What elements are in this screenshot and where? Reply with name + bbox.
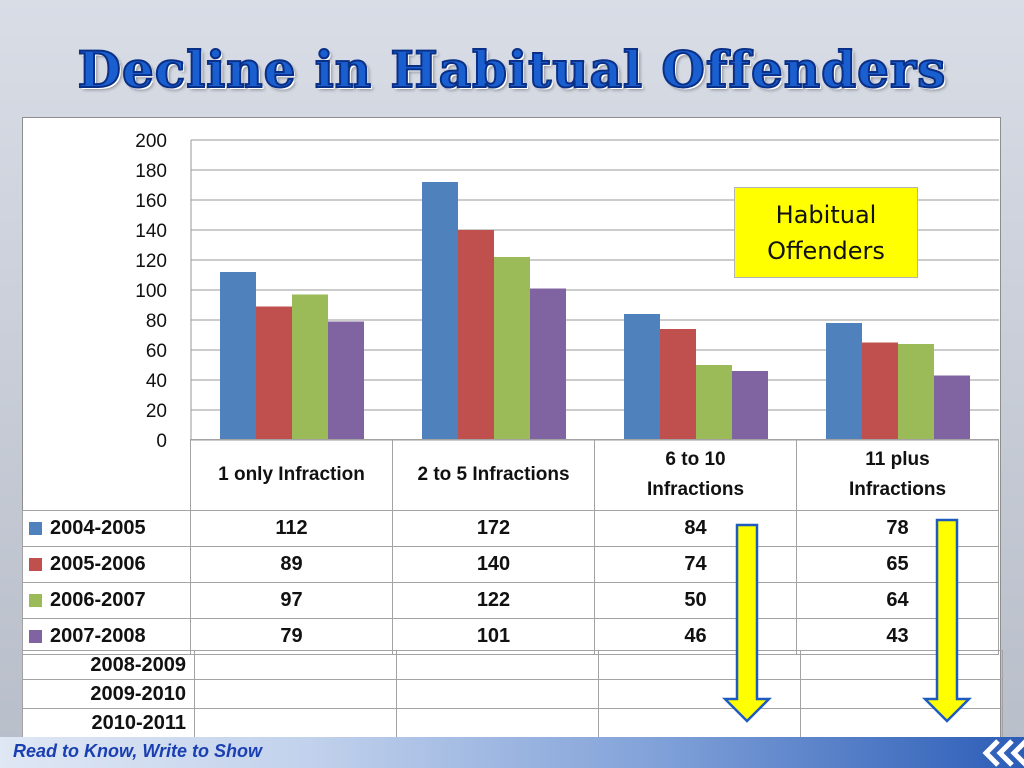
legend-swatch (29, 630, 42, 643)
y-tick-label: 120 (135, 251, 167, 272)
y-tick-label: 160 (135, 191, 167, 212)
y-tick-label: 40 (146, 371, 167, 392)
year-label: 2009-2010 (22, 679, 195, 709)
y-tick-label: 100 (135, 281, 167, 302)
table-row: 2009-2010 (22, 679, 1003, 709)
table-row: 2005-2006 89 140 74 65 (22, 546, 999, 583)
bar (624, 314, 660, 440)
y-tick-label: 80 (146, 311, 167, 332)
table-cell-value: 43 (796, 618, 999, 655)
habitual-offenders-callout: Habitual Offenders (734, 187, 918, 278)
footer-text: Read to Know, Write to Show (13, 741, 262, 761)
table-header-row: 1 only Infraction 2 to 5 Infractions 6 to … (22, 439, 999, 511)
legend-swatch (29, 594, 42, 607)
bar (826, 323, 862, 440)
table-cell-value: 74 (594, 546, 797, 583)
series-name: 2005-2006 (50, 553, 146, 575)
down-arrow-icon (722, 523, 772, 723)
legend-swatch (29, 558, 42, 571)
table-cell-value: 172 (392, 510, 595, 547)
empty-cell (194, 708, 397, 738)
bar (660, 329, 696, 440)
down-arrow-icon (922, 518, 972, 723)
empty-cell (194, 679, 397, 709)
future-years-table: 2008-2009 2009-2010 2010-2011 (22, 650, 1003, 738)
empty-cell (194, 650, 397, 680)
table-cell-value: 140 (392, 546, 595, 583)
footer-bar (0, 737, 1024, 768)
x-category-label: 1 only Infraction (190, 439, 393, 511)
legend-entry: 2005-2006 (22, 546, 191, 583)
table-corner (22, 439, 191, 511)
table-cell-value: 122 (392, 582, 595, 619)
bar (328, 321, 364, 440)
y-tick-label: 60 (146, 341, 167, 362)
table-row: 2010-2011 (22, 708, 1003, 738)
callout-line-1: Habitual (775, 200, 877, 229)
chevron-left-icon[interactable] (968, 738, 1024, 768)
x-category-label: 2 to 5 Infractions (392, 439, 595, 511)
y-tick-label: 20 (146, 401, 167, 422)
bar (256, 306, 292, 440)
x-category-label: 6 to 10 Infractions (594, 439, 797, 511)
table-cell-value: 112 (190, 510, 393, 547)
series-name: 2004-2005 (50, 517, 146, 539)
y-tick-label: 180 (135, 161, 167, 182)
empty-cell (598, 650, 801, 680)
legend-swatch (29, 522, 42, 535)
table-cell-value: 89 (190, 546, 393, 583)
table-row: 2004-2005 112 172 84 78 (22, 510, 999, 547)
legend-entry: 2006-2007 (22, 582, 191, 619)
legend-entry: 2007-2008 (22, 618, 191, 655)
bar (292, 294, 328, 440)
year-label: 2010-2011 (22, 708, 195, 738)
empty-cell (800, 708, 1003, 738)
bar (696, 365, 732, 440)
callout-line-2: Offenders (767, 236, 885, 265)
bar (862, 342, 898, 440)
y-tick-label: 140 (135, 221, 167, 242)
empty-cell (396, 650, 599, 680)
table-row: 2006-2007 97 122 50 64 (22, 582, 999, 619)
bar (530, 288, 566, 440)
bar (898, 344, 934, 440)
bar (458, 230, 494, 440)
bar (422, 182, 458, 440)
legend-entry: 2004-2005 (22, 510, 191, 547)
year-label: 2008-2009 (22, 650, 195, 680)
empty-cell (800, 679, 1003, 709)
series-name: 2007-2008 (50, 625, 146, 647)
series-name: 2006-2007 (50, 589, 146, 611)
bar (220, 272, 256, 440)
bar (494, 257, 530, 440)
chart-data-table: 1 only Infraction 2 to 5 Infractions 6 to … (22, 439, 999, 655)
empty-cell (396, 679, 599, 709)
x-category-label: 11 plus Infractions (796, 439, 999, 511)
slide-title: Decline in Habitual Offenders (77, 39, 947, 100)
empty-cell (396, 708, 599, 738)
bar (732, 371, 768, 440)
bar (934, 375, 970, 440)
table-row: 2008-2009 (22, 650, 1003, 680)
table-cell-value: 97 (190, 582, 393, 619)
y-tick-label: 200 (135, 131, 167, 152)
empty-cell (800, 650, 1003, 680)
table-cell-value: 84 (594, 510, 797, 547)
